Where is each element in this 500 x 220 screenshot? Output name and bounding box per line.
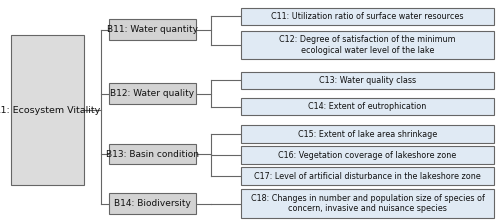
FancyBboxPatch shape <box>109 83 196 104</box>
Text: C12: Degree of satisfaction of the minimum
ecological water level of the lake: C12: Degree of satisfaction of the minim… <box>279 35 456 55</box>
Text: C14: Extent of eutrophication: C14: Extent of eutrophication <box>308 102 426 111</box>
Text: A1: Ecosystem Vitality: A1: Ecosystem Vitality <box>0 106 100 114</box>
Text: B12: Water quality: B12: Water quality <box>110 89 194 98</box>
FancyBboxPatch shape <box>241 72 494 89</box>
FancyBboxPatch shape <box>109 143 196 165</box>
Text: B11: Water quantity: B11: Water quantity <box>107 25 198 34</box>
FancyBboxPatch shape <box>109 193 196 214</box>
Text: C16: Vegetation coverage of lakeshore zone: C16: Vegetation coverage of lakeshore zo… <box>278 151 456 160</box>
Text: C18: Changes in number and population size of species of
concern, invasive and n: C18: Changes in number and population si… <box>250 194 484 213</box>
Text: C11: Utilization ratio of surface water resources: C11: Utilization ratio of surface water … <box>271 12 464 21</box>
FancyBboxPatch shape <box>109 19 196 40</box>
FancyBboxPatch shape <box>241 146 494 164</box>
Text: C17: Level of artificial disturbance in the lakeshore zone: C17: Level of artificial disturbance in … <box>254 172 481 180</box>
FancyBboxPatch shape <box>241 167 494 185</box>
Text: B14: Biodiversity: B14: Biodiversity <box>114 199 191 208</box>
Text: C13: Water quality class: C13: Water quality class <box>319 76 416 85</box>
FancyBboxPatch shape <box>241 189 494 218</box>
Text: B13: Basin condition: B13: Basin condition <box>106 150 199 158</box>
FancyBboxPatch shape <box>241 31 494 59</box>
FancyBboxPatch shape <box>241 98 494 116</box>
FancyBboxPatch shape <box>12 35 84 185</box>
Text: C15: Extent of lake area shrinkage: C15: Extent of lake area shrinkage <box>298 130 437 139</box>
FancyBboxPatch shape <box>241 125 494 143</box>
FancyBboxPatch shape <box>241 8 494 25</box>
